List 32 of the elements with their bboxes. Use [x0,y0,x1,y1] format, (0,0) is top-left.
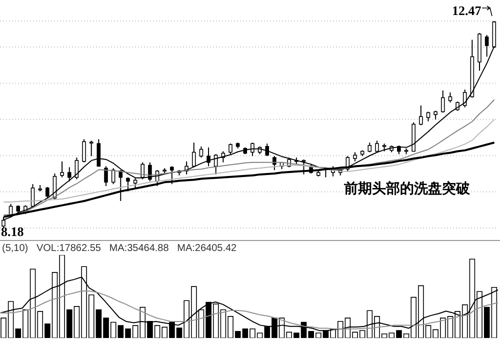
candlestick [302,158,306,175]
candlestick [250,142,254,157]
candlestick [118,170,123,202]
candlestick [272,156,276,171]
candlestick [484,34,489,58]
candlestick [199,146,204,158]
candlestick [67,166,72,182]
candlestick [426,111,430,122]
candlestick [82,138,86,163]
candlestick [140,162,145,180]
candlestick [104,166,108,187]
candlestick [375,140,379,152]
candlestick [133,178,138,188]
candlestick [46,186,50,199]
annotation: 前期头部的洗盘突破 [344,180,470,198]
text: 12.47 [452,3,482,19]
candlestick [89,140,94,157]
candlestick [170,166,174,185]
candlestick [228,143,232,155]
chart-title: (5,10) VOL:17862.55 MA:35464.88 MA:26405.42 [2,243,237,254]
candlestick [353,152,357,162]
candlestick [419,104,423,126]
candlestick [440,90,445,114]
annotation: 8.18 [1,224,24,240]
candlestick [60,160,64,178]
candlestick [192,142,196,168]
candlestick [448,92,452,104]
candlestick [148,162,152,182]
candlestick [368,142,372,153]
candlestick [206,146,210,167]
candlestick [265,143,270,157]
candlestick [126,176,130,192]
